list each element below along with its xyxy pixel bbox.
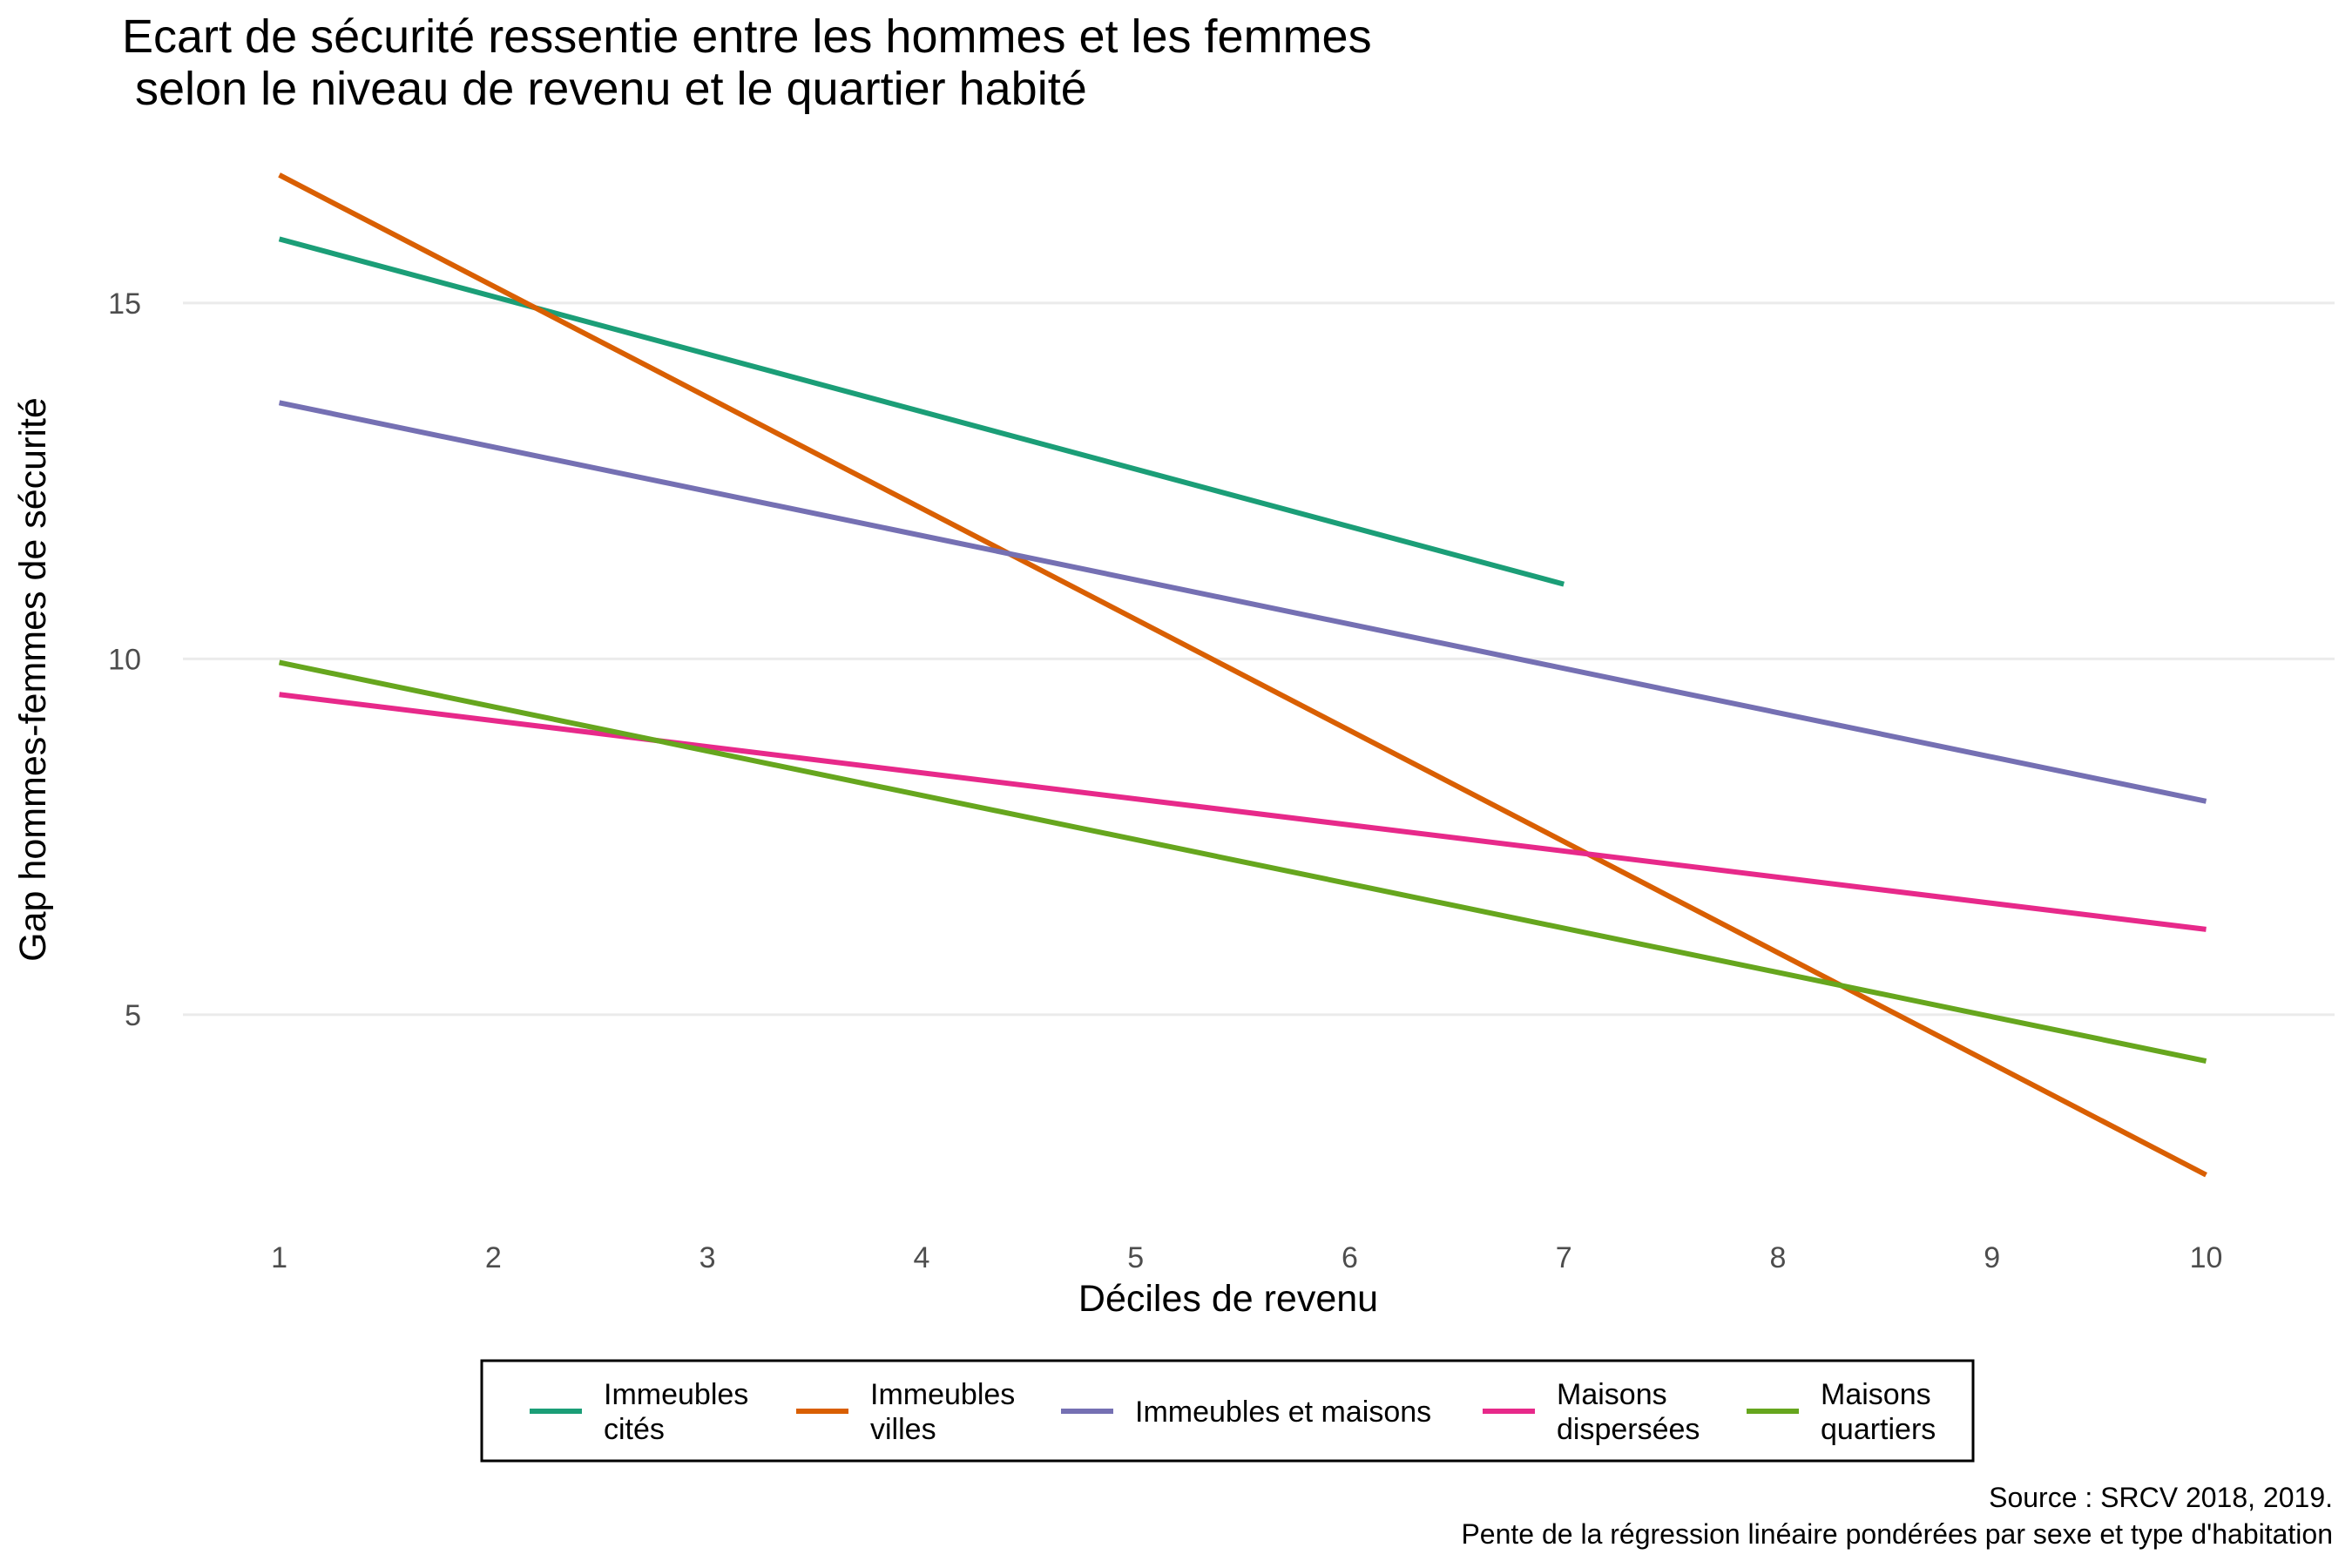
- series-line-3: [279, 692, 2207, 932]
- legend-label: Immeubles: [604, 1378, 748, 1411]
- legend-label: villes: [870, 1413, 936, 1446]
- caption-note: Pente de la régression linéaire pondérée…: [1461, 1518, 2333, 1550]
- x-tick-label: 7: [1556, 1241, 1572, 1274]
- series-line-2: [278, 400, 2207, 804]
- legend-item-3: Maisons dispersées: [1483, 1378, 1700, 1446]
- y-tick-label: 15: [108, 287, 141, 321]
- x-tick-label: 1: [271, 1241, 287, 1274]
- series-lines: [278, 172, 2207, 1178]
- x-axis-title: Déciles de revenu: [1078, 1278, 1378, 1320]
- y-axis-ticks: 5 10 15: [108, 287, 141, 1032]
- x-tick-label: 9: [1984, 1241, 2000, 1274]
- legend-label: Immeubles: [870, 1378, 1015, 1411]
- chart-title-line-1: Ecart de sécurité ressentie entre les ho…: [122, 10, 1372, 63]
- y-tick-label: 10: [108, 643, 141, 676]
- legend-label: Immeubles et maisons: [1135, 1396, 1431, 1429]
- x-tick-label: 5: [1127, 1241, 1144, 1274]
- series-line-1: [278, 172, 2207, 1178]
- x-tick-label: 8: [1770, 1241, 1787, 1274]
- legend-item-4: Maisons quartiers: [1747, 1378, 1936, 1446]
- x-tick-label: 4: [913, 1241, 929, 1274]
- series-line-4: [278, 659, 2207, 1064]
- caption-source: Source : SRCV 2018, 2019.: [1989, 1482, 2333, 1513]
- legend-item-1: Immeubles villes: [796, 1378, 1015, 1446]
- x-tick-label: 6: [1342, 1241, 1358, 1274]
- x-tick-label: 2: [485, 1241, 502, 1274]
- y-axis-title: Gap hommes-femmes de sécurité: [12, 397, 54, 962]
- legend-label: cités: [604, 1413, 665, 1446]
- x-tick-label: 3: [700, 1241, 716, 1274]
- x-tick-label: 10: [2190, 1241, 2223, 1274]
- legend-label: quartiers: [1821, 1413, 1936, 1446]
- x-axis-ticks: 1 2 3 4 5 6 7 8 9 10: [271, 1241, 2222, 1274]
- series-line-0: [278, 236, 1565, 587]
- chart-title-line-2: selon le niveau de revenu et le quartier…: [122, 63, 1087, 115]
- legend-label: dispersées: [1557, 1413, 1700, 1446]
- legend-box: [480, 1359, 1975, 1463]
- legend-label: Maisons: [1557, 1378, 1667, 1411]
- legend-label: Maisons: [1821, 1378, 1931, 1411]
- legend-item-0: Immeubles cités: [530, 1378, 748, 1446]
- legend-item-2: Immeubles et maisons: [1061, 1396, 1431, 1429]
- y-tick-label: 5: [125, 999, 141, 1032]
